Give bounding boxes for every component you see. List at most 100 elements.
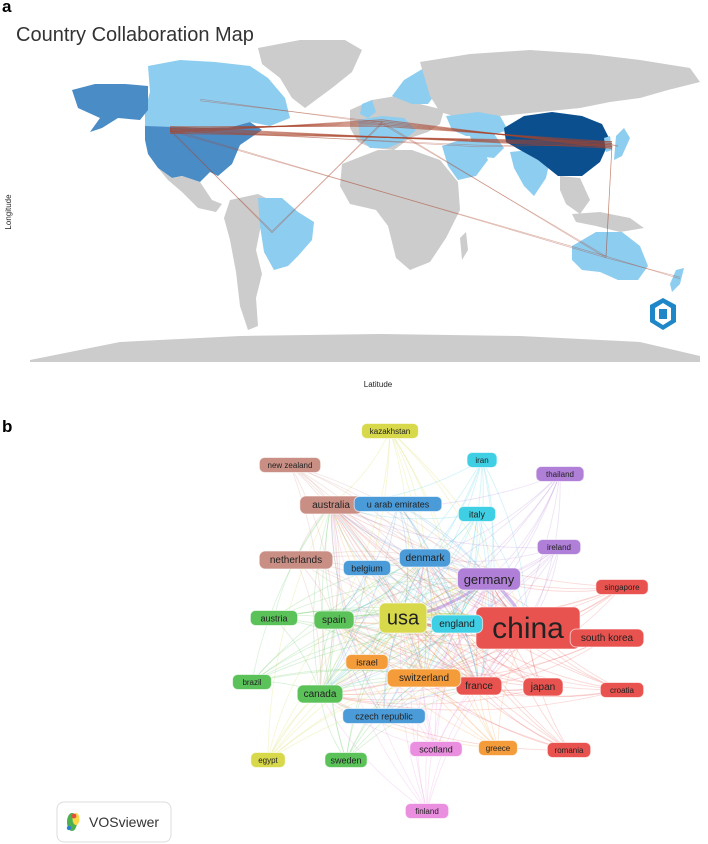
africa [340,150,460,270]
world-map [30,40,700,362]
network-link-204 [289,464,480,687]
node-belgium[interactable]: belgium [342,560,392,576]
node-singapore[interactable]: singapore [595,579,649,595]
node-israel[interactable]: israel [345,654,389,670]
node-switzerland[interactable]: switzerland [386,668,462,688]
network-link-319 [251,557,426,683]
node-spain[interactable]: spain [313,610,355,630]
network-link-246 [319,546,560,695]
node-romania[interactable]: romania [546,742,592,758]
node-brazil[interactable]: brazil [232,674,272,690]
network-link-247 [333,546,560,621]
network-link-281 [402,617,499,749]
node-label-croatia: croatia [610,686,635,695]
mexico [158,168,222,212]
network-link-259 [424,557,623,590]
node-label-u-arab-emirates: u arab emirates [367,500,430,510]
node-scotland[interactable]: scotland [409,741,463,757]
network-link-313 [251,623,458,683]
node-box-austria [249,610,299,626]
node-label-italy: italy [469,510,486,520]
vosviewer-label: VOSviewer [89,814,159,830]
network-link-169 [417,557,437,750]
node-label-singapore: singapore [604,583,640,592]
node-label-japan: japan [530,682,555,693]
map-link-usa-brazil [169,128,273,234]
node-greece[interactable]: greece [478,740,518,756]
node-label-israel: israel [356,658,378,668]
map-link-china-europe [381,119,613,149]
node-austria[interactable]: austria [249,610,299,626]
node-label-austria: austria [260,614,287,624]
network-link-278 [330,504,570,751]
node-thailand[interactable]: thailand [535,466,585,482]
map-link-china-japan [611,143,619,148]
node-usa[interactable]: usa [378,602,428,634]
network-link-236 [319,473,561,695]
map-link-usa-europe [169,119,383,134]
map-collaboration-links [169,98,681,280]
network-link-217 [333,430,391,621]
node-box-england [430,614,484,634]
panel-a-letter: a [2,0,12,16]
node-box-denmark [398,548,452,568]
map-link-usa-australia [169,130,607,257]
network-link-231 [402,473,561,619]
network-link-279 [424,557,570,751]
node-germany[interactable]: germany [457,567,521,591]
node-box-canada [296,684,344,704]
map-link-brazil-europe [271,123,383,232]
node-ireland[interactable]: ireland [536,539,582,555]
network-link-293 [425,623,458,812]
map-link-usa-brazil [169,130,273,232]
node-box-japan [522,677,564,697]
panel-b-letter: b [2,417,12,436]
node-label-iran: iran [475,456,488,465]
network-link-167 [333,619,437,750]
russia [420,50,700,118]
node-label-new-zealand: new zealand [268,461,313,470]
node-japan[interactable]: japan [522,677,564,697]
network-link-99 [330,504,340,621]
node-box-spain [313,610,355,630]
node-box-belgium [342,560,392,576]
node-sweden[interactable]: sweden [324,752,368,768]
node-u-arab-emirates[interactable]: u arab emirates [353,496,443,512]
network-link-256 [319,586,623,695]
node-box-thailand [535,466,585,482]
network-link-261 [402,617,623,691]
node-box-kazakhstan [361,423,419,439]
node-france[interactable]: france [455,676,503,696]
node-box-egypt [250,752,286,768]
network-link-96 [330,504,480,687]
node-iran[interactable]: iran [466,452,498,468]
network-link-206 [289,464,324,695]
node-box-singapore [595,579,649,595]
node-denmark[interactable]: denmark [398,548,452,568]
indonesia [572,212,644,232]
node-canada[interactable]: canada [296,684,344,704]
node-egypt[interactable]: egypt [250,752,286,768]
node-china[interactable]: china [475,606,581,650]
map-link-brazil-europe [271,121,383,234]
node-finland[interactable]: finland [404,803,450,819]
node-box-finland [404,803,450,819]
usa [145,122,262,182]
map-link-usa-australia [169,128,607,259]
node-new-zealand[interactable]: new zealand [258,457,322,473]
network-link-72 [330,504,425,679]
map-link-europe-australia [381,121,607,259]
node-netherlands[interactable]: netherlands [258,550,334,570]
node-south-korea[interactable]: south korea [569,628,645,648]
network-link-194 [397,503,480,687]
canada [145,60,290,128]
node-italy[interactable]: italy [457,506,497,522]
node-kazakhstan[interactable]: kazakhstan [361,423,419,439]
node-croatia[interactable]: croatia [599,682,645,698]
network-link-213 [389,430,458,625]
node-label-greece: greece [486,744,511,753]
node-czech-republic[interactable]: czech republic [342,708,426,724]
network-link-136 [319,567,368,695]
node-england[interactable]: england [430,614,484,634]
node-australia[interactable]: australia [299,495,363,515]
